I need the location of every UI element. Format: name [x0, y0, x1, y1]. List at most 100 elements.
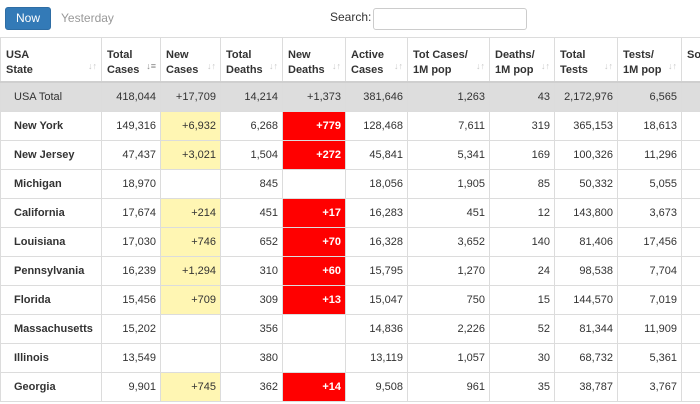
cell-total-tests: 100,326	[554, 140, 618, 170]
column-header-new-cases[interactable]: New Cases ↓↑	[160, 37, 221, 83]
cell-total-cases: 149,316	[101, 111, 161, 141]
sort-icon[interactable]: ↓↑	[541, 60, 550, 71]
yesterday-tab[interactable]: Yesterday	[61, 11, 114, 25]
sort-icon[interactable]: ↓↑	[207, 60, 216, 71]
cell-total-cases: 17,030	[101, 227, 161, 257]
cell-new-cases: +745	[160, 372, 221, 402]
column-header-line1: So	[687, 49, 700, 61]
cell-active-cases: 45,841	[345, 140, 408, 170]
cell-deaths-per-1m: 35	[489, 372, 555, 402]
sort-icon[interactable]: ↓↑	[394, 60, 403, 71]
column-header-active-cases[interactable]: Active Cases ↓↑	[345, 37, 408, 83]
cell-source	[681, 372, 700, 402]
column-header-line1: Tot Cases/	[413, 49, 468, 61]
column-header-state[interactable]: USA State ↓↑	[0, 37, 102, 83]
cell-source	[681, 285, 700, 315]
cell-tot-cases-per-1m: 7,611	[407, 111, 490, 141]
cell-total-deaths: 451	[220, 198, 283, 228]
column-header-tot-cases-per-1m[interactable]: Tot Cases/1M pop ↓↑	[407, 37, 490, 83]
cell-new-cases: +6,932	[160, 111, 221, 141]
cell-total-deaths: 310	[220, 256, 283, 286]
cell-deaths-per-1m: 169	[489, 140, 555, 170]
cell-source	[681, 198, 700, 228]
cell-deaths-per-1m: 30	[489, 343, 555, 373]
cell-new-deaths: +70	[282, 227, 346, 257]
cell-tests-per-1m: 3,767	[617, 372, 682, 402]
cell-total-tests: 50,332	[554, 169, 618, 199]
now-button[interactable]: Now	[5, 7, 51, 30]
column-header-total-deaths[interactable]: Total Deaths ↓↑	[220, 37, 283, 83]
cell-total-cases: 47,437	[101, 140, 161, 170]
sort-icon[interactable]: ↓↑	[476, 60, 485, 71]
cell-new-cases: +1,294	[160, 256, 221, 286]
table-row: New York 149,316 +6,932 6,268 +779 128,468 7,6…	[0, 111, 700, 141]
column-header-line2: Cases	[166, 64, 199, 76]
cell-tot-cases-per-1m: 750	[407, 285, 490, 315]
cell-total-cases: 418,044	[101, 81, 161, 112]
cell-deaths-per-1m: 52	[489, 314, 555, 344]
cell-active-cases: 128,468	[345, 111, 408, 141]
column-header-line1: Total	[107, 49, 133, 61]
column-header-deaths-per-1m[interactable]: Deaths/1M pop ↓↑	[489, 37, 555, 83]
cell-total-tests: 68,732	[554, 343, 618, 373]
cell-tot-cases-per-1m: 961	[407, 372, 490, 402]
sort-icon[interactable]: ↓↑	[668, 60, 677, 71]
cell-state: USA Total	[0, 81, 102, 112]
cell-tests-per-1m: 7,704	[617, 256, 682, 286]
cell-total-deaths: 845	[220, 169, 283, 199]
cell-tests-per-1m: 17,456	[617, 227, 682, 257]
cell-new-deaths: +60	[282, 256, 346, 286]
cell-source	[681, 256, 700, 286]
cell-active-cases: 16,283	[345, 198, 408, 228]
cell-total-tests: 81,344	[554, 314, 618, 344]
cell-deaths-per-1m: 24	[489, 256, 555, 286]
column-header-line2: Deaths	[226, 64, 263, 76]
cell-source	[681, 314, 700, 344]
sort-descending-icon[interactable]: ↓≡	[146, 60, 156, 71]
column-header-line1: USA	[6, 49, 30, 61]
cell-total-deaths: 14,214	[220, 81, 283, 112]
column-header-line2: Tests	[560, 64, 588, 76]
column-header-total-cases[interactable]: Total Cases ↓≡	[101, 37, 161, 83]
cell-active-cases: 18,056	[345, 169, 408, 199]
cell-deaths-per-1m: 43	[489, 81, 555, 112]
cell-total-tests: 38,787	[554, 372, 618, 402]
search-label: Search:	[330, 10, 372, 24]
column-header-total-tests[interactable]: Total Tests ↓↑	[554, 37, 618, 83]
cell-state: New York	[0, 111, 102, 141]
column-header-source[interactable]: So	[681, 37, 700, 83]
cell-state: Georgia	[0, 372, 102, 402]
column-header-line2: 1M pop	[623, 64, 662, 76]
column-header-new-deaths[interactable]: New Deaths ↓↑	[282, 37, 346, 83]
cell-state: Massachusetts	[0, 314, 102, 344]
cell-tot-cases-per-1m: 3,652	[407, 227, 490, 257]
cell-state: Louisiana	[0, 227, 102, 257]
column-header-line2: 1M pop	[495, 64, 534, 76]
cell-total-deaths: 380	[220, 343, 283, 373]
cell-state: Illinois	[0, 343, 102, 373]
column-header-line2: State	[6, 64, 33, 76]
cell-source	[681, 343, 700, 373]
column-header-tests-per-1m[interactable]: Tests/1M pop ↓↑	[617, 37, 682, 83]
cell-tot-cases-per-1m: 1,905	[407, 169, 490, 199]
sort-icon[interactable]: ↓↑	[332, 60, 341, 71]
cell-tests-per-1m: 11,909	[617, 314, 682, 344]
table-row: California 17,674 +214 451 +17 16,283 451 12 143…	[0, 198, 700, 228]
sort-icon[interactable]: ↓↑	[269, 60, 278, 71]
cell-new-cases: +214	[160, 198, 221, 228]
cell-deaths-per-1m: 15	[489, 285, 555, 315]
cell-total-cases: 18,970	[101, 169, 161, 199]
cell-state: California	[0, 198, 102, 228]
cell-new-deaths: +1,373	[282, 81, 346, 112]
table-container: USA State ↓↑ Total Cases ↓≡ New Cases ↓↑ Total Dea…	[0, 37, 700, 404]
sort-icon[interactable]: ↓↑	[604, 60, 613, 71]
cell-new-cases: +746	[160, 227, 221, 257]
cell-total-deaths: 652	[220, 227, 283, 257]
cell-state: Michigan	[0, 169, 102, 199]
cell-tests-per-1m: 18,613	[617, 111, 682, 141]
cell-active-cases: 15,047	[345, 285, 408, 315]
sort-icon[interactable]: ↓↑	[88, 60, 97, 71]
search-input[interactable]	[373, 8, 527, 30]
cell-new-deaths: +14	[282, 372, 346, 402]
table-row: Michigan 18,970 845 18,056 1,905 85 50,332 5,05…	[0, 169, 700, 199]
